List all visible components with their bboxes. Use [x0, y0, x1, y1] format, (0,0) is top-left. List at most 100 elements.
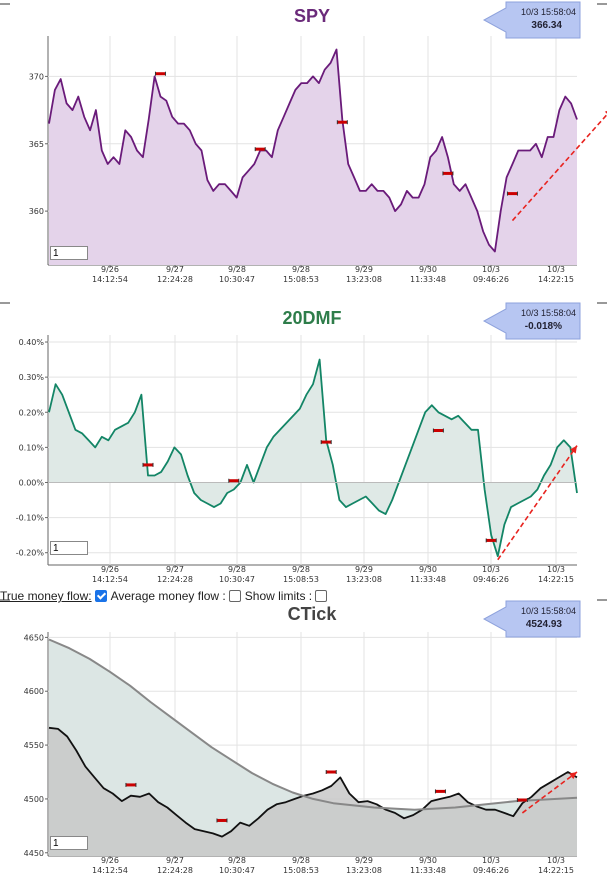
show-limits-label: Show limits : [244, 589, 313, 603]
trend-arrow-head [570, 445, 577, 454]
trend-arrow-line [497, 445, 578, 561]
price-badge: 10/3 15:58:04 4524.93 [482, 600, 581, 638]
x-tick-date: 10/3 [547, 856, 565, 865]
y-tick-label: 4550 [24, 741, 44, 750]
chart-svg: 3603653709/2614:12:549/2712:24:289/2810:… [0, 1, 607, 284]
badge-arrow-shape [482, 302, 581, 340]
chart-svg: -0.20% -0.10% 0.00% 0.10% 0.20% 0.30% 0.40% 9/2… [0, 302, 607, 584]
y-tick-label: 4650 [24, 633, 44, 642]
true-money-flow-label: True money flow: [0, 589, 92, 603]
y-tick-label: 0.20% [19, 408, 45, 417]
x-tick-time: 10:30:47 [219, 575, 255, 584]
series-area [49, 727, 577, 856]
show-limits-checkbox[interactable] [315, 590, 328, 602]
ctick-chart: 4450 4500 4550 4600 4650 9/26 14:12:54 9/27 12:2… [0, 599, 607, 889]
x-tick-date: 9/27 [166, 265, 184, 274]
y-tick-label: -0.20% [16, 549, 45, 558]
x-tick-time: 11:33:48 [410, 275, 446, 284]
x-tick-date: 9/30 [419, 265, 437, 274]
x-tick-date: 9/28 [292, 856, 310, 865]
x-tick-date: 10/3 [547, 565, 565, 574]
x-tick-date: 9/29 [355, 856, 373, 865]
trend-arrow-line [511, 113, 607, 222]
series-line [48, 48, 578, 253]
x-tick-date: 9/28 [228, 565, 246, 574]
x-tick-time: 15:08:53 [283, 275, 319, 284]
y-tick-label: 365 [29, 140, 44, 149]
zoom-input[interactable]: 1 [50, 836, 88, 850]
x-tick-time: 13:23:08 [346, 275, 382, 284]
badge-value: -0.018% [525, 321, 562, 332]
moving-average-line [48, 638, 578, 811]
badge-arrow-shape [482, 600, 581, 638]
y-tick-label: 4500 [24, 795, 44, 804]
spy-chart: 360 365 370 9/26 14:12:54 9/27 12:24:28 9/28 10:… [0, 0, 607, 300]
series-line [48, 726, 578, 838]
x-tick-time: 14:22:15 [538, 575, 574, 584]
badge-value: 4524.93 [526, 619, 563, 630]
y-tick-label: 0.10% [19, 443, 45, 452]
series-area [49, 49, 577, 265]
x-tick-time: 09:46:26 [473, 866, 509, 875]
x-tick-time: 11:33:48 [410, 575, 446, 584]
x-tick-date: 9/29 [355, 265, 373, 274]
x-tick-date: 10/3 [547, 265, 565, 274]
zoom-input[interactable]: 1 [50, 246, 88, 260]
dmf-chart: -0.20% -0.10% 0.00% 0.10% 0.20% 0.30% 0.40% 9/2… [0, 300, 607, 590]
y-tick-label: 370 [29, 72, 44, 81]
badge-arrow-shape [482, 1, 581, 39]
x-tick-time: 14:22:15 [538, 866, 574, 875]
x-tick-date: 9/29 [355, 565, 373, 574]
y-tick-label: 0.40% [19, 338, 45, 347]
x-tick-date: 10/3 [482, 856, 500, 865]
true-money-flow-checkbox[interactable] [94, 590, 107, 602]
x-tick-date: 9/27 [166, 856, 184, 865]
x-tick-time: 15:08:53 [283, 866, 319, 875]
x-tick-date: 9/30 [419, 856, 437, 865]
options-row: True money flow: Average money flow : Sh… [0, 588, 331, 604]
chart-title: 20DMF [282, 308, 341, 328]
chart-title: CTick [288, 604, 338, 624]
x-tick-time: 15:08:53 [283, 575, 319, 584]
y-tick-label: 0.30% [19, 373, 45, 382]
trend-arrow-head [604, 110, 607, 114]
y-tick-label: 0.00% [19, 478, 45, 487]
chart-title: SPY [294, 6, 330, 26]
series-line [48, 358, 578, 558]
x-tick-date: 9/28 [228, 856, 246, 865]
x-tick-time: 13:23:08 [346, 575, 382, 584]
x-tick-date: 9/26 [101, 856, 119, 865]
ma-area [49, 639, 577, 856]
x-tick-date: 9/27 [166, 565, 184, 574]
x-tick-time: 12:24:28 [157, 275, 193, 284]
x-tick-date: 9/28 [228, 265, 246, 274]
x-tick-time: 12:24:28 [157, 575, 193, 584]
x-tick-time: 14:22:15 [538, 275, 574, 284]
x-tick-date: 10/3 [482, 265, 500, 274]
x-tick-date: 10/3 [482, 565, 500, 574]
x-tick-date: 9/28 [292, 265, 310, 274]
x-tick-time: 14:12:54 [92, 275, 128, 284]
x-tick-time: 14:12:54 [92, 866, 128, 875]
x-tick-time: 12:24:28 [157, 866, 193, 875]
y-tick-label: -0.10% [16, 514, 45, 523]
x-tick-time: 09:46:26 [473, 575, 509, 584]
trend-arrow-head [569, 772, 577, 780]
price-badge: 10/3 15:58:04 366.34 [482, 1, 581, 39]
x-tick-time: 11:33:48 [410, 866, 446, 875]
average-money-flow-checkbox[interactable] [228, 590, 241, 602]
y-tick-label: 360 [29, 207, 44, 216]
badge-time: 10/3 15:58:04 [521, 308, 576, 318]
price-badge: 10/3 15:58:04 -0.018% [482, 302, 581, 340]
x-tick-time: 10:30:47 [219, 275, 255, 284]
x-tick-time: 09:46:26 [473, 275, 509, 284]
y-tick-label: 4450 [24, 849, 44, 858]
series-area [49, 359, 577, 557]
zoom-input[interactable]: 1 [50, 541, 88, 555]
x-tick-date: 9/30 [419, 565, 437, 574]
badge-value: 366.34 [531, 20, 562, 31]
x-tick-date: 9/26 [101, 565, 119, 574]
x-tick-time: 13:23:08 [346, 866, 382, 875]
y-tick-label: 4600 [24, 687, 44, 696]
